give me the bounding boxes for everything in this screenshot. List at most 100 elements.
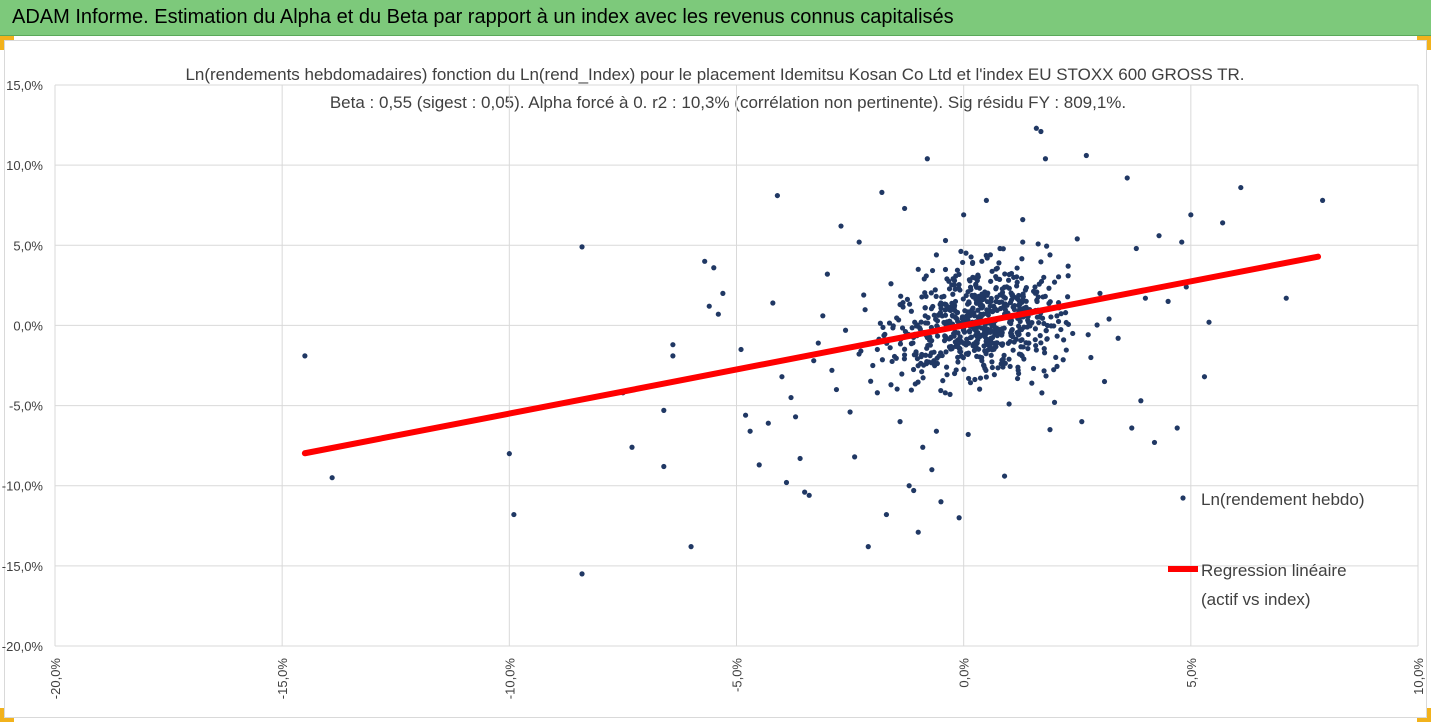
data-point bbox=[1179, 239, 1185, 245]
data-point bbox=[929, 267, 936, 274]
data-point bbox=[1006, 271, 1012, 278]
data-point bbox=[960, 259, 966, 266]
data-point bbox=[1017, 305, 1023, 311]
data-point bbox=[941, 338, 948, 344]
data-point bbox=[1015, 364, 1021, 370]
data-point bbox=[942, 237, 949, 244]
data-point bbox=[1018, 352, 1024, 358]
data-point bbox=[1030, 365, 1037, 372]
data-point bbox=[881, 332, 887, 339]
data-point bbox=[965, 301, 971, 307]
data-point bbox=[972, 275, 978, 281]
data-point bbox=[894, 315, 900, 321]
data-point bbox=[838, 223, 844, 229]
data-point bbox=[943, 364, 950, 370]
data-point bbox=[1047, 252, 1053, 258]
data-point bbox=[968, 334, 975, 340]
data-point bbox=[1033, 342, 1039, 349]
data-point bbox=[886, 320, 893, 326]
data-point bbox=[991, 372, 997, 378]
data-point bbox=[901, 356, 908, 362]
data-point bbox=[968, 310, 974, 316]
data-point bbox=[911, 487, 917, 494]
data-point bbox=[1001, 473, 1008, 479]
data-point bbox=[1063, 347, 1069, 353]
data-point bbox=[924, 156, 930, 162]
data-point bbox=[954, 267, 961, 273]
data-point bbox=[1283, 295, 1289, 301]
data-point bbox=[883, 511, 890, 518]
regression-line-path bbox=[301, 253, 1322, 457]
data-point bbox=[933, 252, 940, 258]
data-point bbox=[1051, 279, 1058, 285]
data-point bbox=[1011, 306, 1017, 313]
data-point bbox=[920, 375, 926, 381]
data-point bbox=[902, 205, 908, 212]
data-point bbox=[1042, 156, 1049, 162]
data-point bbox=[1019, 337, 1025, 343]
data-point bbox=[1006, 356, 1012, 362]
data-point bbox=[811, 358, 817, 364]
data-point bbox=[996, 299, 1002, 305]
data-point bbox=[900, 300, 906, 306]
data-point bbox=[933, 293, 939, 299]
data-point bbox=[1061, 337, 1067, 343]
y-tick-label: 0,0% bbox=[13, 318, 43, 333]
data-point bbox=[1040, 294, 1046, 300]
data-point bbox=[847, 409, 853, 415]
data-point bbox=[928, 290, 934, 296]
data-point bbox=[1055, 318, 1062, 325]
data-point bbox=[959, 314, 966, 320]
data-point bbox=[944, 372, 950, 378]
data-point bbox=[921, 276, 927, 282]
data-point bbox=[965, 313, 971, 319]
data-point bbox=[702, 258, 708, 264]
data-point bbox=[1014, 265, 1020, 271]
data-point bbox=[931, 312, 937, 318]
data-point bbox=[890, 323, 896, 329]
data-point bbox=[999, 289, 1006, 296]
data-point bbox=[1085, 332, 1091, 338]
data-point bbox=[988, 278, 994, 284]
data-point bbox=[993, 286, 999, 292]
y-tick-label: 10,0% bbox=[6, 158, 43, 173]
data-point bbox=[1033, 347, 1039, 353]
data-point bbox=[1007, 363, 1013, 370]
data-point bbox=[1044, 336, 1050, 342]
data-point bbox=[919, 369, 925, 375]
data-point bbox=[1043, 328, 1049, 334]
data-point bbox=[899, 371, 905, 377]
data-point bbox=[920, 444, 926, 450]
data-point bbox=[829, 367, 835, 373]
data-point bbox=[1065, 273, 1071, 279]
data-point bbox=[979, 304, 985, 310]
data-point bbox=[880, 324, 886, 331]
scatter-points bbox=[302, 125, 1326, 577]
data-point bbox=[987, 303, 993, 309]
data-point bbox=[952, 339, 958, 345]
data-point bbox=[1023, 285, 1029, 291]
data-point bbox=[747, 428, 753, 434]
y-tick-label: -15,0% bbox=[2, 559, 44, 574]
data-point bbox=[939, 301, 945, 307]
data-point bbox=[1065, 263, 1071, 269]
data-point bbox=[923, 352, 929, 358]
data-point bbox=[1038, 340, 1044, 346]
data-point bbox=[946, 286, 953, 292]
data-point bbox=[973, 328, 979, 334]
data-point bbox=[961, 366, 967, 372]
data-point bbox=[928, 306, 935, 312]
data-point bbox=[1062, 310, 1069, 316]
data-point bbox=[940, 378, 946, 384]
data-point bbox=[929, 467, 935, 473]
data-point bbox=[979, 258, 985, 264]
data-point bbox=[783, 479, 790, 486]
chart-frame bbox=[4, 40, 1427, 718]
data-point bbox=[1000, 293, 1007, 300]
data-point bbox=[802, 489, 808, 495]
data-point bbox=[1038, 128, 1044, 135]
data-point bbox=[923, 293, 929, 300]
data-point bbox=[1008, 297, 1015, 303]
data-point bbox=[1055, 274, 1062, 280]
y-tick-label: -10,0% bbox=[2, 479, 44, 494]
